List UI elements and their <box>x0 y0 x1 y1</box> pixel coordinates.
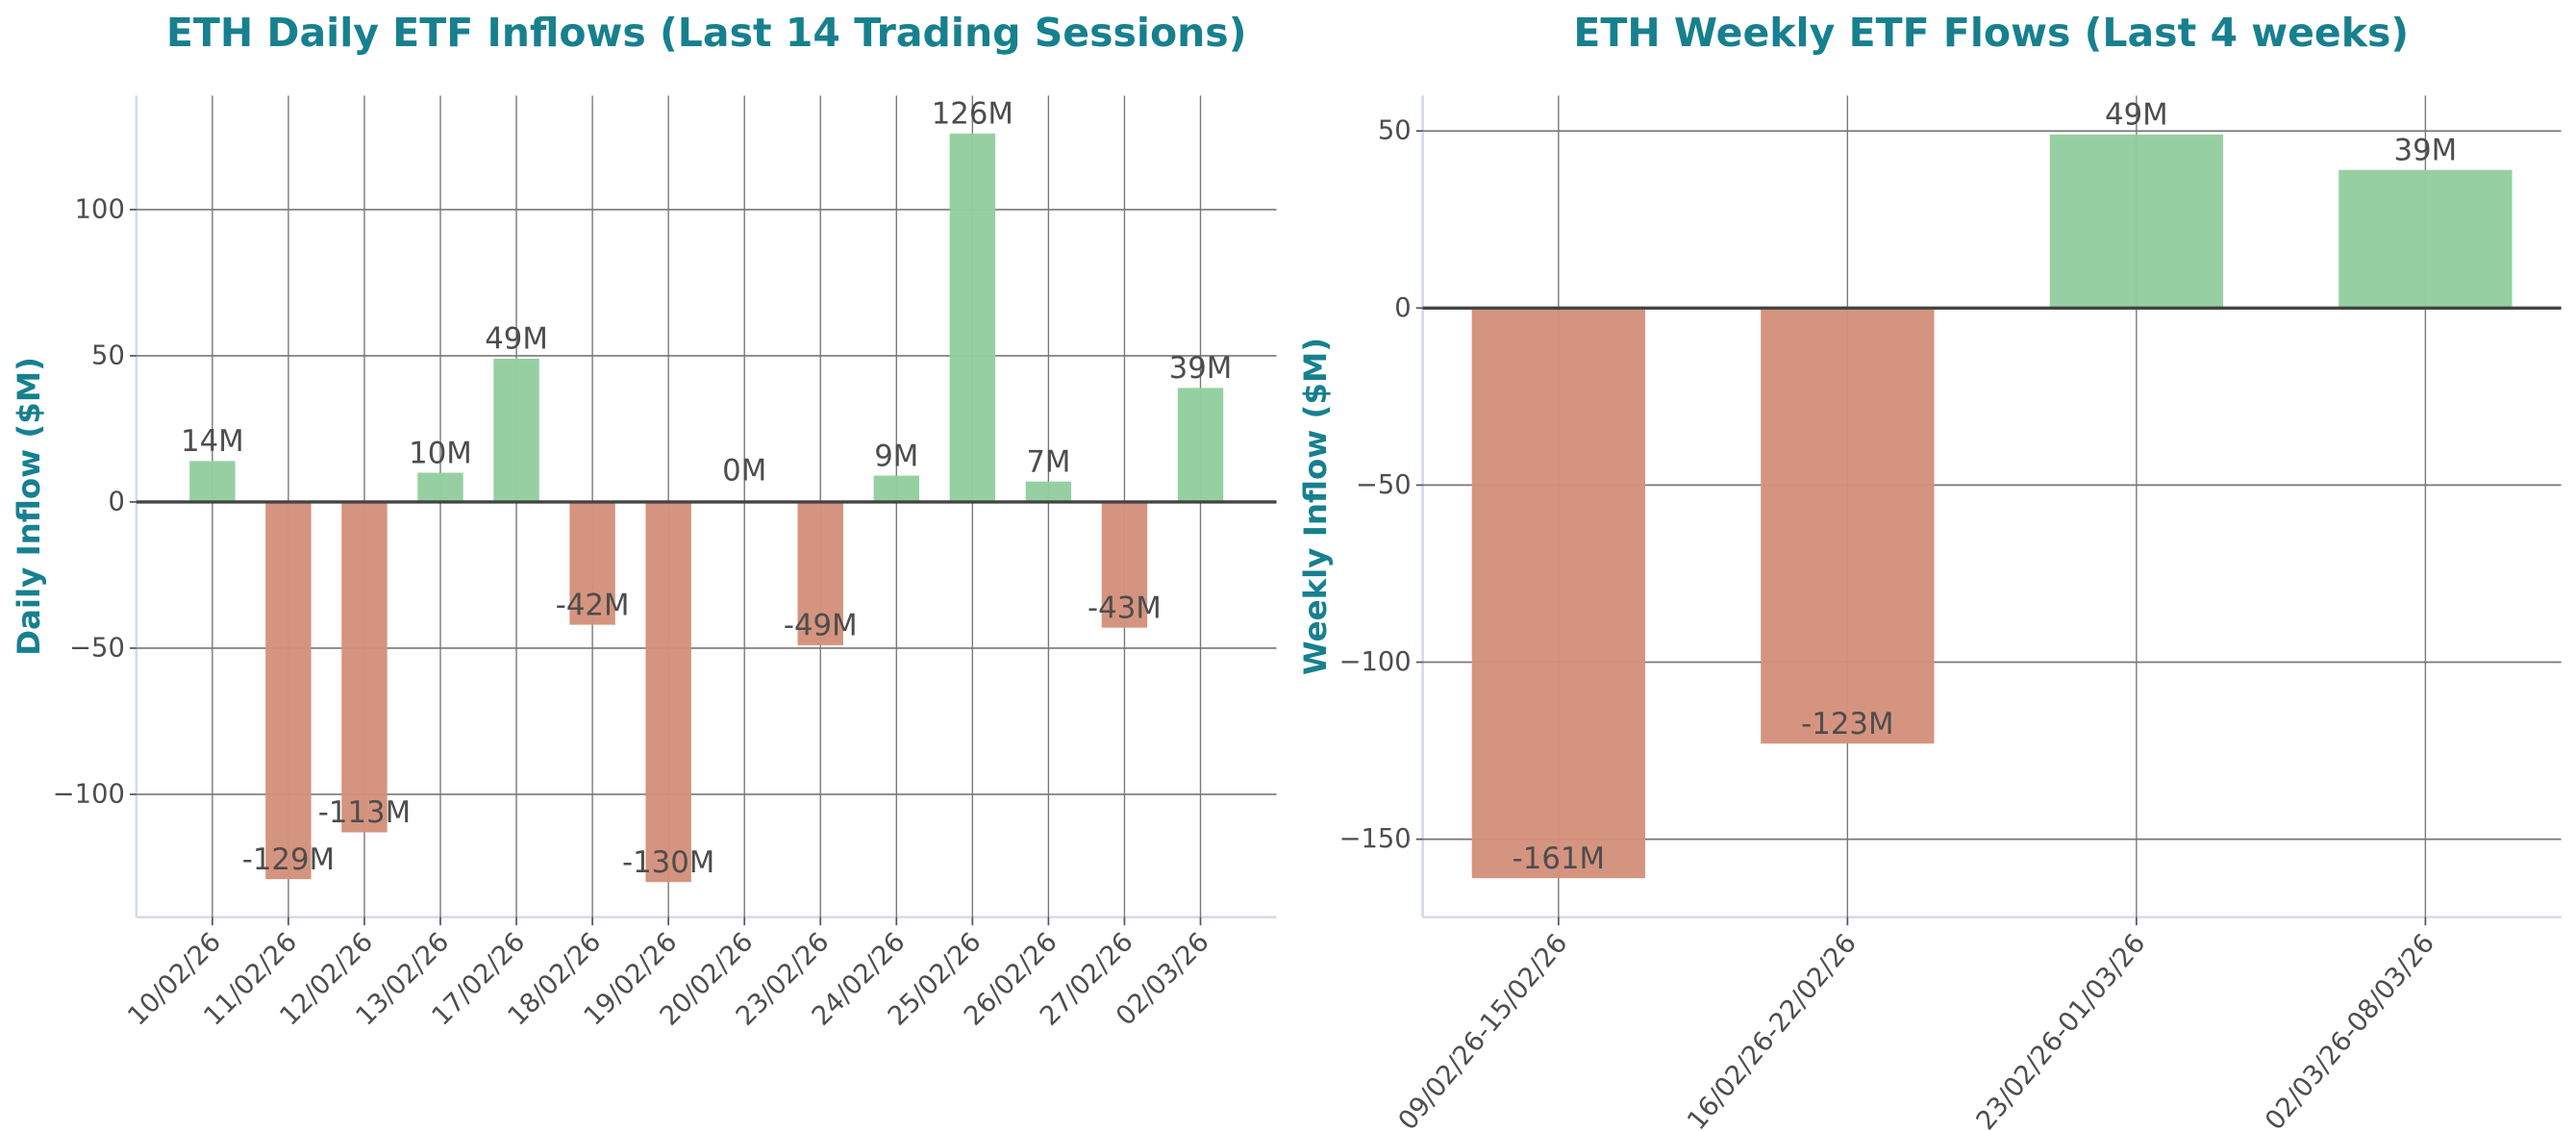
weekly-chart: −150 −100 −50 0 50 09/02/26-15/02/26 16/02/26-… <box>1339 95 2562 1131</box>
weekly-x-tick-label: 23/02/26-01/03/26 <box>1971 929 2152 1131</box>
daily-data-label: 0M <box>722 454 766 489</box>
weekly-y-tick-label: −100 <box>1339 647 1412 677</box>
daily-data-label: -43M <box>1088 591 1162 625</box>
daily-bar <box>189 461 236 502</box>
weekly-x-tick-label: 09/02/26-15/02/26 <box>1393 929 1574 1131</box>
daily-y-tick-label: 0 <box>108 487 124 516</box>
weekly-data-label: 49M <box>2105 98 2168 133</box>
weekly-bar <box>2049 134 2224 309</box>
daily-data-label: 9M <box>874 439 918 473</box>
daily-data-label: -42M <box>556 588 630 622</box>
daily-y-tick-label: −100 <box>53 779 125 809</box>
weekly-bar <box>2338 169 2513 309</box>
daily-bar <box>797 501 843 645</box>
daily-bar <box>949 133 996 502</box>
daily-bar <box>1177 388 1224 502</box>
daily-y-tick-label: 100 <box>75 194 125 224</box>
daily-data-label: -129M <box>242 842 335 877</box>
daily-data-label: 49M <box>485 322 548 357</box>
daily-data-label: 10M <box>409 436 472 470</box>
daily-y-tick-label: −50 <box>69 633 125 663</box>
daily-bar <box>417 472 463 502</box>
daily-chart: −100−5005010010/02/2611/02/2612/02/2613/… <box>53 95 1277 1032</box>
daily-data-label: 39M <box>1169 351 1233 386</box>
daily-bar <box>1101 501 1148 628</box>
daily-data-label: 7M <box>1026 444 1070 479</box>
daily-data-label: -130M <box>622 845 714 880</box>
daily-bar <box>341 501 388 833</box>
weekly-chart-title: ETH Weekly ETF Flows (Last 4 weeks) <box>1573 10 2409 56</box>
daily-data-label: 14M <box>181 424 244 459</box>
daily-data-label: -113M <box>318 795 411 830</box>
weekly-data-label: 39M <box>2394 133 2458 167</box>
weekly-y-tick-label: 0 <box>1394 293 1411 323</box>
weekly-y-tick-label: −150 <box>1339 824 1412 854</box>
daily-chart-title: ETH Daily ETF Inflows (Last 14 Trading S… <box>166 10 1247 56</box>
weekly-y-tick-label: 50 <box>1378 116 1412 146</box>
daily-bar <box>1025 481 1072 502</box>
daily-bar <box>645 501 691 883</box>
weekly-x-tick-label: 16/02/26-22/02/26 <box>1682 929 1863 1131</box>
weekly-data-label: -161M <box>1513 842 1605 876</box>
weekly-bar <box>1761 308 1935 744</box>
daily-y-tick-label: 50 <box>91 340 125 370</box>
daily-data-label: 126M <box>932 97 1013 132</box>
daily-bar <box>569 501 615 625</box>
weekly-y-tick-label: −50 <box>1356 470 1412 500</box>
weekly-bar <box>1471 308 1645 879</box>
daily-bar <box>265 501 312 880</box>
daily-data-label: -49M <box>784 609 858 643</box>
weekly-y-axis-label: Weekly Inflow ($M) <box>1297 338 1334 675</box>
daily-y-axis-label: Daily Inflow ($M) <box>11 357 47 656</box>
daily-bar <box>493 358 539 502</box>
weekly-x-tick-label: 02/03/26-08/03/26 <box>2260 929 2440 1131</box>
weekly-data-label: -123M <box>1801 707 1893 741</box>
daily-bar <box>873 475 920 502</box>
